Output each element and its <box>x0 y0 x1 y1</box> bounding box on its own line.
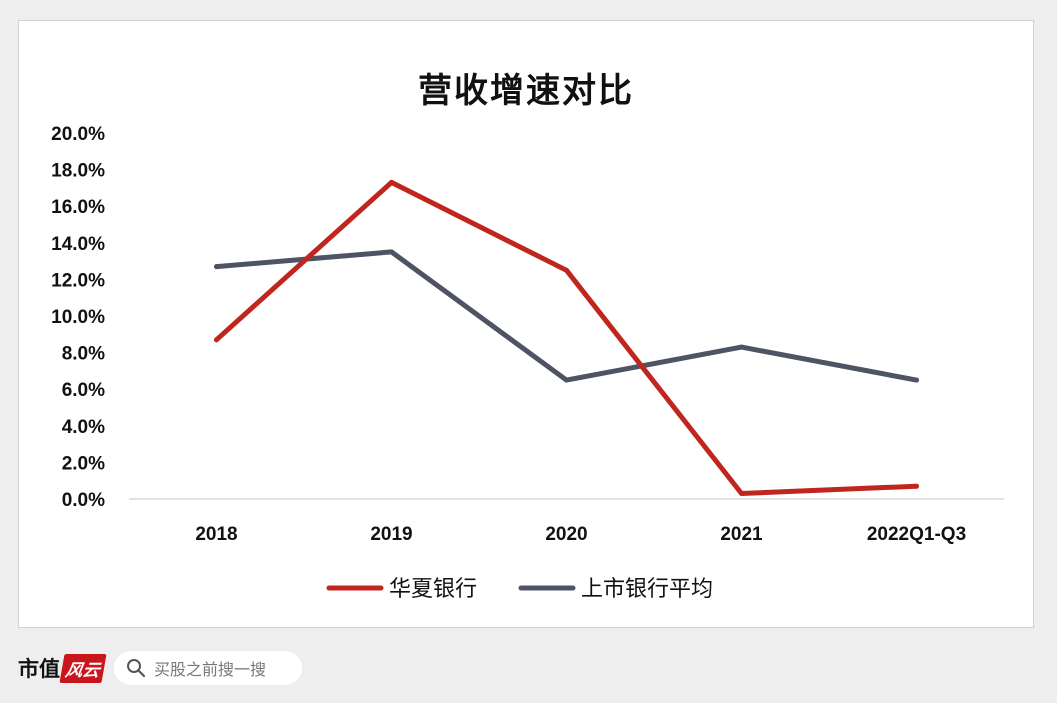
line-chart: 0.0% 2.0% 4.0% 6.0% 8.0% 10.0% 12.0% 14.0% 16.0%… <box>51 124 1004 602</box>
y-tick-label: 6.0% <box>62 380 105 401</box>
chart-title: 营收增速对比 <box>418 71 634 111</box>
data-point <box>389 179 394 185</box>
search-box[interactable]: 买股之前搜一搜 <box>114 651 302 685</box>
y-tick-label: 0.0% <box>62 490 105 511</box>
footer: 市值 风云 买股之前搜一搜 <box>18 646 302 690</box>
data-point <box>564 267 569 273</box>
y-tick-label: 4.0% <box>62 417 105 438</box>
data-point <box>914 483 919 489</box>
brand-logo: 市值 风云 <box>18 653 107 683</box>
data-point <box>389 249 394 255</box>
brand-text: 市值 <box>18 656 60 681</box>
x-tick-label: 2020 <box>545 524 587 545</box>
x-tick-label: 2018 <box>195 524 237 545</box>
brand-badge: 风云 <box>59 653 107 683</box>
legend-label: 上市银行平均 <box>581 577 713 602</box>
data-point <box>214 337 219 343</box>
x-tick-label: 2021 <box>720 524 763 545</box>
y-tick-label: 20.0% <box>51 124 105 145</box>
search-placeholder: 买股之前搜一搜 <box>154 660 267 679</box>
y-tick-label: 10.0% <box>51 307 105 328</box>
y-tick-label: 18.0% <box>51 161 105 182</box>
legend-label: 华夏银行 <box>389 577 477 602</box>
y-tick-label: 2.0% <box>62 453 105 474</box>
chart-card: 营收增速对比 0.0% 2.0% 4.0% 6.0% 8.0% 10.0% 12.0% 14.… <box>18 20 1034 628</box>
search-icon <box>127 659 146 678</box>
y-tick-label: 8.0% <box>62 344 105 365</box>
x-tick-label: 2022Q1-Q3 <box>867 524 966 545</box>
data-point <box>214 264 219 270</box>
x-tick-label: 2019 <box>370 524 412 545</box>
y-tick-label: 14.0% <box>51 234 105 255</box>
data-point <box>564 377 569 383</box>
data-point <box>914 377 919 383</box>
series-line-0 <box>214 179 919 496</box>
data-point <box>739 344 744 350</box>
data-point <box>739 491 744 497</box>
y-tick-label: 16.0% <box>51 197 105 218</box>
y-tick-label: 12.0% <box>51 270 105 291</box>
